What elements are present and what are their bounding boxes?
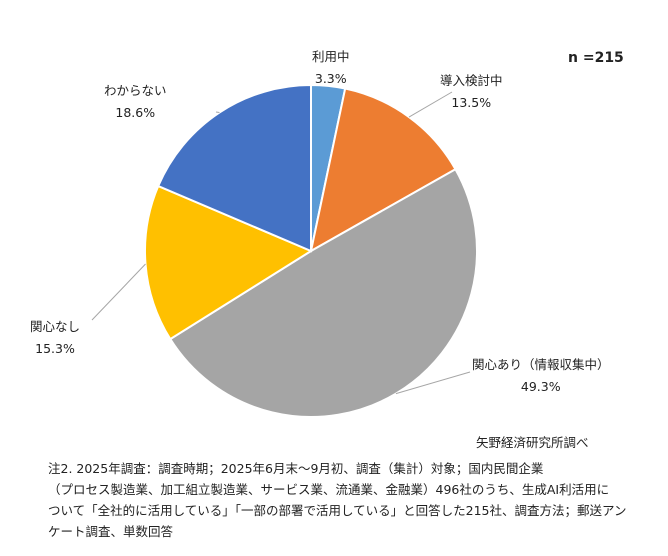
footnote-line: ケート調査、単数回答: [48, 524, 174, 539]
slice-name-2: 関心あり（情報収集中）: [472, 357, 610, 372]
slice-value-2: 49.3%: [520, 379, 561, 394]
sample-size: n =215: [568, 50, 624, 66]
slice-label-riyouchu: 利用中 3.3%: [312, 46, 350, 90]
slice-label-wakaranai: わからない 18.6%: [104, 80, 167, 124]
slice-name-0: 利用中: [312, 49, 350, 64]
pie-slice-wakaranai: [156, 83, 312, 253]
slice-name-1: 導入検討中: [440, 73, 503, 88]
slice-value-1: 13.5%: [451, 95, 492, 110]
footnote-line: ついて「全社的に活用している」「一部の部署で活用している」と回答した215社、調…: [48, 503, 627, 518]
leader-line-wakaranai: [215, 111, 220, 114]
slice-value-4: 18.6%: [115, 105, 156, 120]
footnote-line: （プロセス製造業、加工組立製造業、サービス業、流通業、金融業）496社のうち、生…: [48, 482, 610, 497]
pie-chart: 利用中 3.3% 導入検討中 13.5% 関心あり（情報収集中） 49.3% 関…: [30, 46, 624, 450]
leader-line-kanshin-nashi: [91, 263, 146, 321]
slice-label-kentouchu: 導入検討中 13.5%: [440, 70, 503, 114]
source-credit: 矢野経済研究所調べ: [476, 435, 589, 450]
slice-name-4: わからない: [104, 83, 167, 98]
leader-line-kanshin-ari: [395, 371, 471, 395]
slice-value-0: 3.3%: [314, 71, 347, 86]
leader-line-kentouchu: [408, 91, 453, 118]
footnote: 注2. 2025年調査：調査時期；2025年6月末～9月初、調査（集計）対象；国…: [48, 458, 648, 542]
pie-svg: [91, 83, 479, 418]
slice-label-kanshin-ari: 関心あり（情報収集中） 49.3%: [472, 354, 610, 398]
footnote-line: 注2. 2025年調査：調査時期；2025年6月末～9月初、調査（集計）対象；国…: [48, 461, 544, 476]
slice-name-3: 関心なし: [30, 319, 81, 334]
slice-label-kanshin-nashi: 関心なし 15.3%: [30, 316, 80, 360]
pie-slice-kanshin-nashi: [144, 184, 314, 341]
slice-value-3: 15.3%: [35, 341, 75, 356]
